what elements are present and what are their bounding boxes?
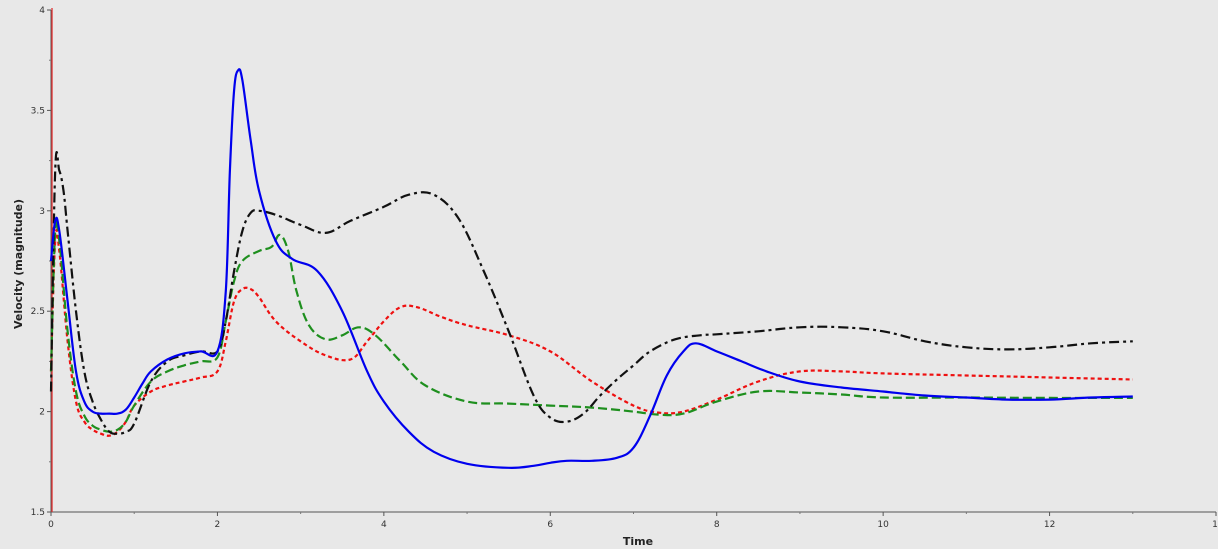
x-tick-label: 0 — [48, 520, 54, 530]
y-tick-label: 2 — [39, 408, 45, 418]
series-group — [49, 68, 1133, 469]
y-axis-label: Velocity (magnitude) — [12, 199, 25, 329]
tick-labels: 0 2 4 6 8 10 12 1 1.5 2 2.5 3 3.5 4 — [31, 6, 1218, 530]
x-tick-label: 8 — [714, 520, 720, 530]
y-tick-label: 2.5 — [31, 307, 45, 317]
series-line-dashdot — [49, 151, 1133, 435]
series-line-solid — [49, 68, 1133, 469]
series-line-dashed — [49, 217, 1133, 433]
y-tick-label: 4 — [39, 6, 45, 16]
x-tick-label: 4 — [381, 520, 387, 530]
y-tick-label: 3 — [39, 207, 45, 217]
y-tick-label: 1.5 — [31, 508, 45, 518]
y-tick-label: 3.5 — [31, 106, 45, 116]
x-tick-label: 1 — [1212, 520, 1218, 530]
x-axis-label: Time — [623, 535, 653, 548]
x-tick-label: 12 — [1044, 520, 1055, 530]
x-tick-label: 10 — [877, 520, 889, 530]
tick-marks — [47, 9, 1217, 516]
series-line-dotted — [49, 228, 1133, 437]
x-tick-label: 2 — [215, 520, 221, 530]
x-tick-label: 6 — [547, 520, 553, 530]
